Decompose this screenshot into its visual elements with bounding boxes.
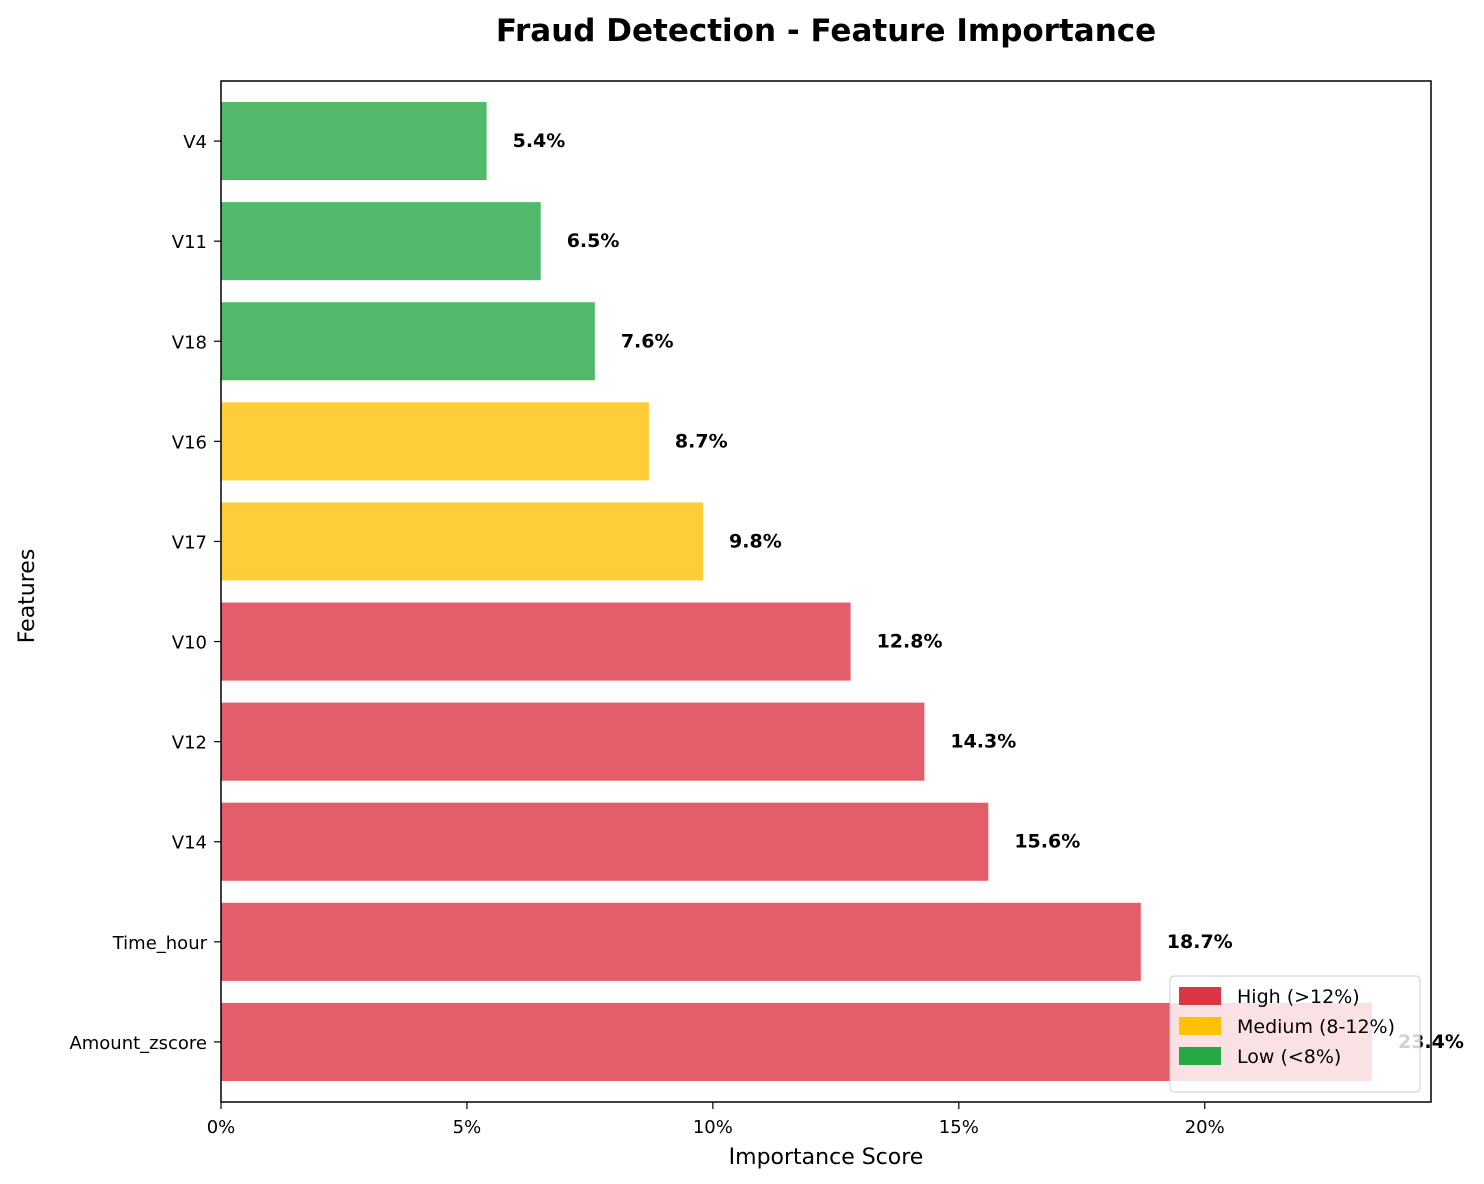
x-tick-label: 15% [939, 1117, 979, 1138]
x-axis-label: Importance Score [729, 1145, 924, 1170]
y-tick-label: Time_hour [112, 933, 208, 954]
y-axis-label: Features [15, 549, 40, 644]
y-tick-label: V12 [172, 733, 207, 754]
legend-label-high: High (>12%) [1237, 986, 1360, 1008]
y-tick-label: Amount_zscore [69, 1033, 207, 1054]
bar-v16 [221, 402, 649, 481]
value-label: 8.7% [675, 430, 728, 452]
bar-v14 [221, 802, 989, 881]
y-tick-label: V18 [172, 332, 207, 353]
axes-frame [220, 80, 1432, 1103]
plot-area: Amount_zscore 23.4%Time_hour 18.7%V14 15.6%… [69, 80, 1464, 1138]
value-label: 14.3% [950, 731, 1016, 753]
bar-v12 [221, 702, 925, 781]
legend-swatch-low [1179, 1047, 1221, 1065]
bar-v18 [221, 302, 595, 381]
y-tick-label: V10 [172, 633, 207, 654]
value-label: 5.4% [513, 130, 566, 152]
legend-label-medium: Medium (8-12%) [1237, 1016, 1395, 1038]
y-tick-label: V11 [172, 232, 207, 253]
bar-time-hour [221, 902, 1141, 981]
y-tick-label: V17 [172, 532, 207, 553]
value-label: 12.8% [877, 631, 943, 653]
legend-box [1169, 975, 1421, 1093]
value-label: 7.6% [621, 330, 674, 352]
legend-label-low: Low (<8%) [1237, 1046, 1341, 1068]
y-tick-label: V4 [183, 132, 207, 153]
legend-swatch-medium [1179, 1017, 1221, 1035]
chart-title: Fraud Detection - Feature Importance [496, 13, 1156, 49]
bar-v17 [221, 502, 704, 581]
bar-v11 [221, 202, 541, 281]
x-tick-label: 20% [1185, 1117, 1225, 1138]
legend-swatch-high [1179, 987, 1221, 1005]
y-tick-label: V16 [172, 432, 207, 453]
legend: High (>12%) Medium (8-12%) Low (<8%) [1169, 975, 1421, 1093]
value-label: 9.8% [729, 530, 782, 552]
x-tick-label: 5% [453, 1117, 482, 1138]
value-label: 15.6% [1014, 831, 1080, 853]
value-label: 18.7% [1167, 931, 1233, 953]
value-label: 6.5% [567, 230, 620, 252]
bar-v10 [221, 602, 851, 681]
y-tick-label: V14 [172, 833, 207, 854]
x-tick-label: 0% [207, 1117, 236, 1138]
x-tick-label: 10% [693, 1117, 733, 1138]
bar-v4 [221, 102, 487, 181]
